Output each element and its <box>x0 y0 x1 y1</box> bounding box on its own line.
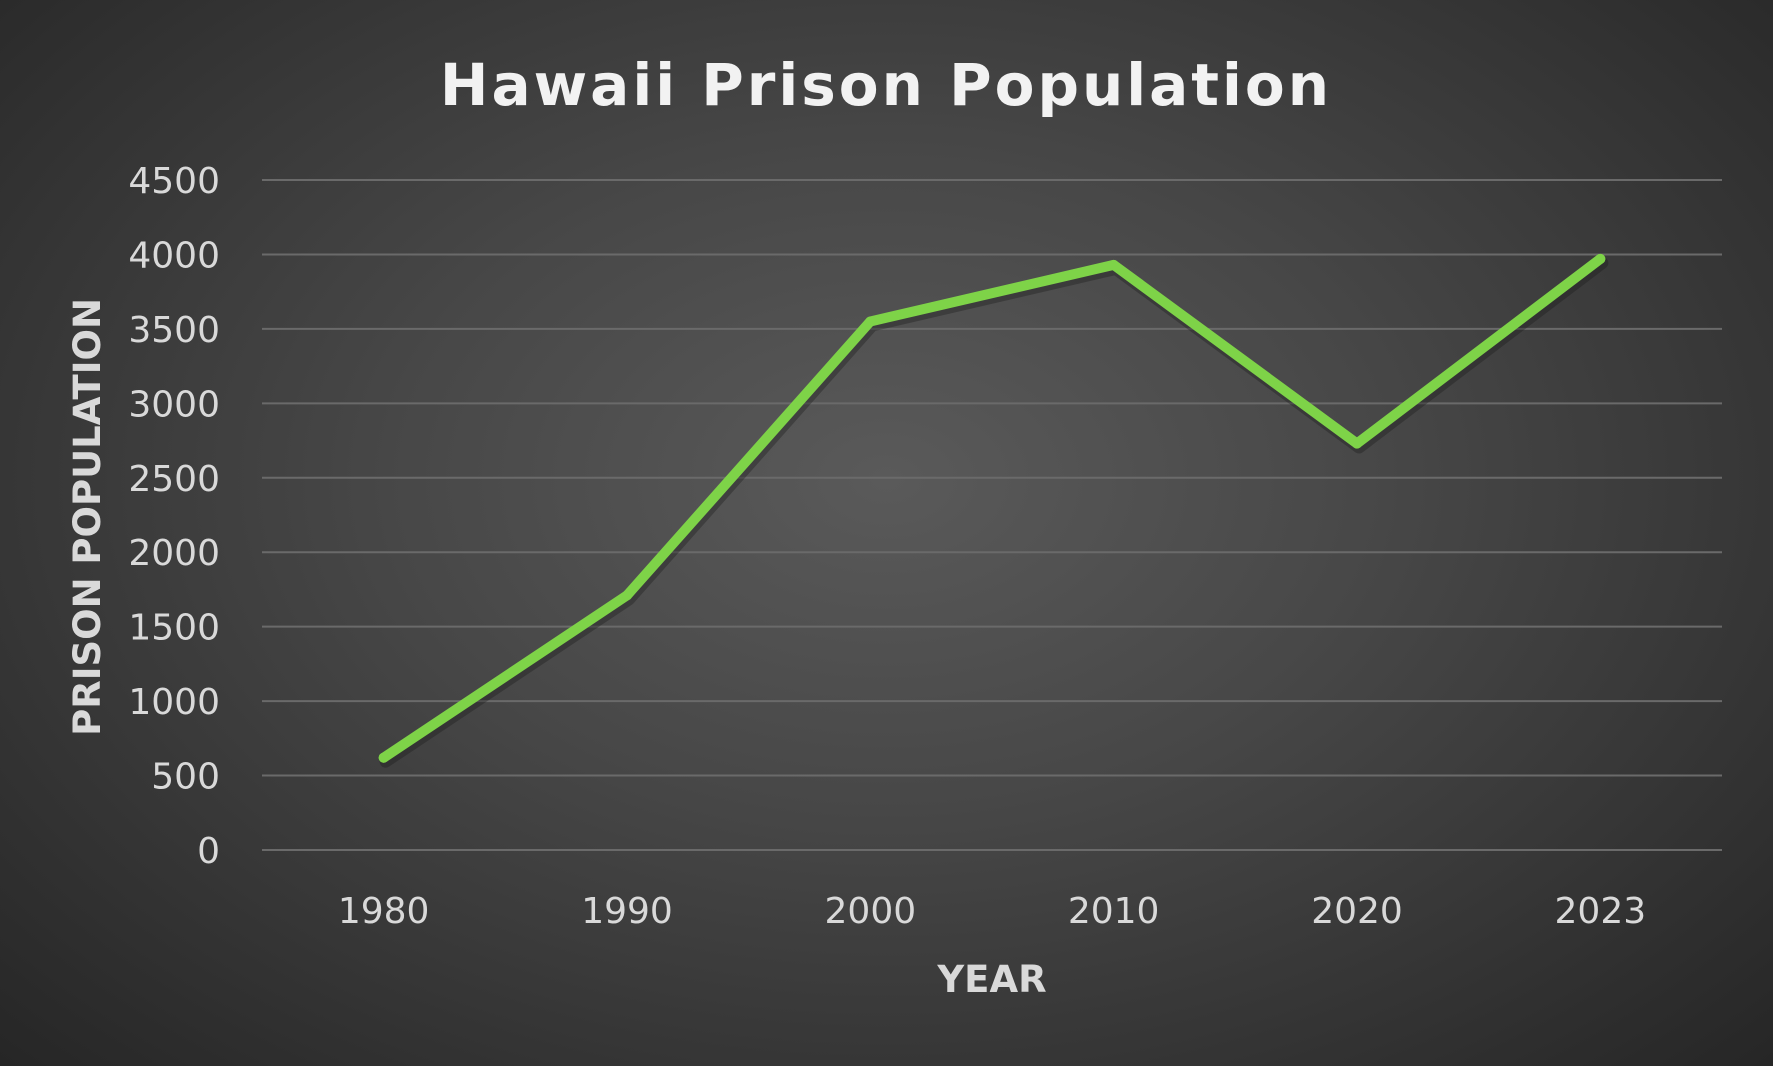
y-tick-label: 2000 <box>128 533 220 574</box>
data-point <box>865 316 876 327</box>
x-tick-label: 2010 <box>1068 891 1160 932</box>
x-axis-ticks: 1980 1990 2000 2010 2020 2023 <box>338 891 1646 932</box>
gridlines <box>262 179 1722 851</box>
data-point <box>1352 438 1362 449</box>
x-tick-label: 1980 <box>338 891 430 932</box>
x-tick-label: 2023 <box>1555 891 1647 932</box>
chart-title: Hawaii Prison Population <box>440 51 1332 119</box>
y-tick-label: 4000 <box>128 235 220 276</box>
y-tick-label: 1000 <box>128 682 220 723</box>
y-tick-label: 4500 <box>128 161 220 202</box>
x-tick-label: 2020 <box>1311 891 1403 932</box>
y-tick-label: 500 <box>151 757 220 798</box>
data-point <box>378 752 389 763</box>
x-tick-label: 1990 <box>581 891 673 932</box>
series-line-shadow <box>379 256 1609 768</box>
y-tick-label: 2500 <box>128 459 220 500</box>
y-axis-title: PRISON POPULATION <box>66 298 109 736</box>
series-line <box>378 253 1606 763</box>
data-point <box>1108 259 1119 270</box>
y-axis-ticks: 0 500 1000 1500 2000 2500 3000 3500 4000 4500 <box>128 161 220 872</box>
series-layer <box>378 253 1609 768</box>
data-point <box>1595 253 1606 264</box>
y-tick-label: 3500 <box>128 310 220 351</box>
y-tick-label: 0 <box>197 831 220 872</box>
y-tick-label: 3000 <box>128 384 220 425</box>
x-tick-label: 2000 <box>825 891 917 932</box>
y-tick-label: 1500 <box>128 608 220 649</box>
x-axis-title: YEAR <box>936 958 1046 1001</box>
data-point <box>622 590 632 601</box>
